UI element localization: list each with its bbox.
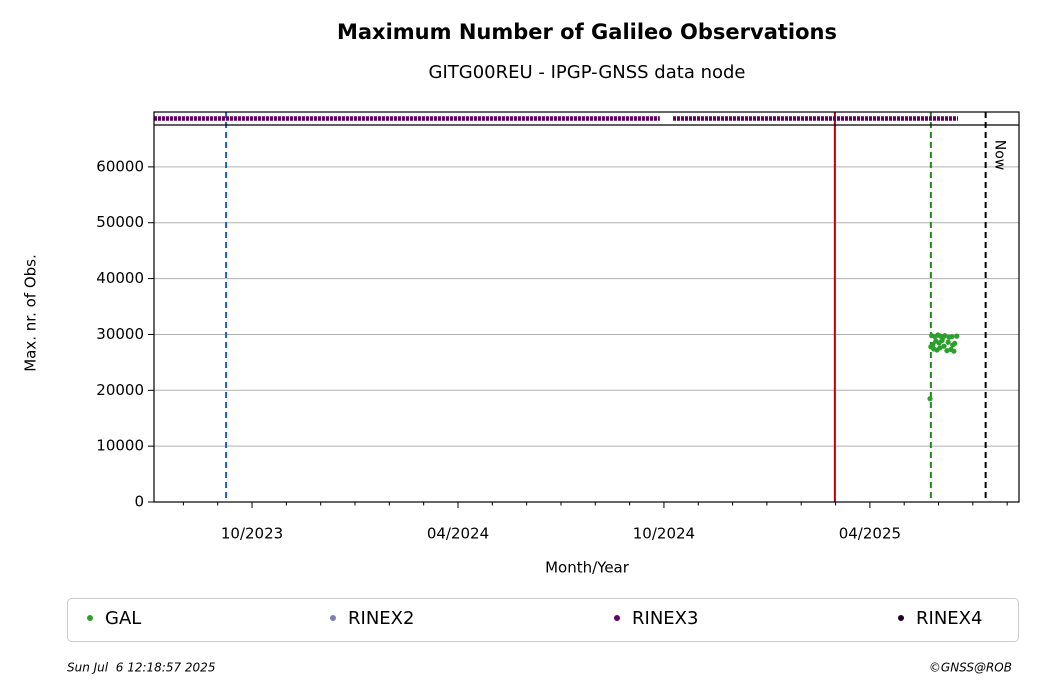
y-tick-label: 30000 bbox=[96, 325, 144, 343]
data-point bbox=[949, 334, 955, 340]
data-point bbox=[937, 345, 943, 351]
x-tick-label: 10/2024 bbox=[633, 525, 695, 543]
x-axis-label: Month/Year bbox=[545, 559, 630, 577]
legend-label: RINEX3 bbox=[632, 608, 698, 629]
y-tick-label: 60000 bbox=[96, 157, 144, 175]
y-tick-label: 50000 bbox=[96, 213, 144, 231]
data-point bbox=[927, 396, 933, 402]
data-point bbox=[941, 343, 947, 349]
footer-right: ©GNSS@ROB bbox=[929, 661, 1012, 675]
x-tick-label: 04/2024 bbox=[427, 525, 489, 543]
plot-frame bbox=[153, 111, 1020, 503]
chart-title: Maximum Number of Galileo Observations bbox=[337, 20, 837, 44]
legend-label: RINEX4 bbox=[916, 608, 982, 629]
data-point bbox=[952, 340, 958, 346]
data-point bbox=[954, 333, 960, 339]
y-tick-label: 0 bbox=[134, 493, 144, 511]
legend-label: RINEX2 bbox=[348, 608, 414, 629]
x-tick-label: 10/2023 bbox=[221, 525, 283, 543]
legend-marker bbox=[898, 615, 904, 621]
y-tick-label: 40000 bbox=[96, 269, 144, 287]
y-tick-label: 20000 bbox=[96, 381, 144, 399]
footer-left: Sun Jul 6 12:18:57 2025 bbox=[67, 661, 215, 675]
chart-subtitle: GITG00REU - IPGP-GNSS data node bbox=[429, 62, 746, 83]
legend-marker bbox=[330, 615, 336, 621]
legend-box bbox=[67, 598, 1019, 642]
legend-label: GAL bbox=[105, 608, 141, 629]
data-point bbox=[945, 339, 951, 345]
vertical-line-label: Now bbox=[992, 140, 1008, 171]
legend-marker bbox=[614, 615, 620, 621]
data-point bbox=[944, 348, 950, 354]
y-axis-label: Max. nr. of Obs. bbox=[22, 254, 40, 372]
data-point bbox=[942, 332, 948, 339]
legend-marker bbox=[87, 615, 93, 621]
x-tick-label: 04/2025 bbox=[839, 525, 901, 543]
y-tick-label: 10000 bbox=[96, 437, 144, 455]
data-point bbox=[951, 348, 957, 354]
